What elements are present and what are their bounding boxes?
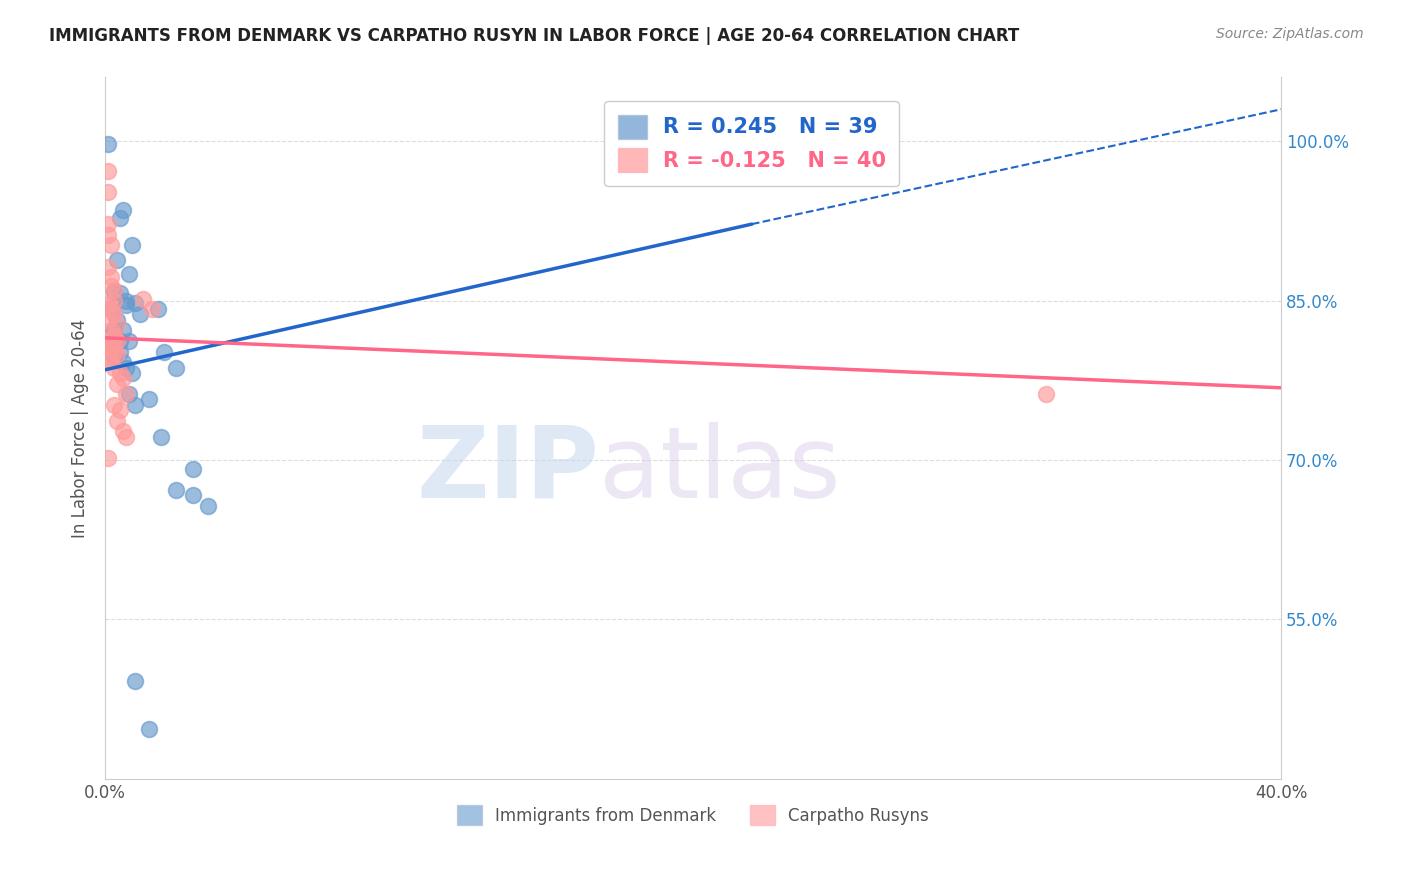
Point bbox=[103, 336, 125, 351]
Point bbox=[103, 293, 125, 308]
Point bbox=[100, 238, 122, 252]
Point bbox=[103, 328, 125, 343]
Point bbox=[111, 371, 134, 385]
Point bbox=[100, 355, 122, 369]
Point bbox=[108, 403, 131, 417]
Point bbox=[124, 295, 146, 310]
Text: ZIP: ZIP bbox=[416, 422, 599, 519]
Point bbox=[103, 323, 125, 337]
Legend: Immigrants from Denmark, Carpatho Rusyns: Immigrants from Denmark, Carpatho Rusyns bbox=[449, 797, 938, 834]
Point bbox=[1035, 387, 1057, 401]
Point bbox=[146, 302, 169, 317]
Point bbox=[111, 425, 134, 439]
Point bbox=[103, 285, 125, 300]
Point bbox=[105, 253, 128, 268]
Point bbox=[97, 217, 120, 231]
Point bbox=[100, 332, 122, 346]
Point bbox=[183, 461, 205, 475]
Point bbox=[114, 360, 136, 375]
Point bbox=[105, 414, 128, 428]
Y-axis label: In Labor Force | Age 20-64: In Labor Force | Age 20-64 bbox=[72, 318, 89, 538]
Point bbox=[118, 334, 141, 348]
Point bbox=[100, 278, 122, 293]
Point bbox=[100, 344, 122, 359]
Point bbox=[141, 302, 163, 317]
Point bbox=[197, 499, 219, 513]
Point bbox=[97, 297, 120, 311]
Point bbox=[114, 293, 136, 308]
Point bbox=[108, 344, 131, 359]
Point bbox=[100, 323, 122, 337]
Point bbox=[105, 318, 128, 332]
Point bbox=[108, 286, 131, 301]
Text: IMMIGRANTS FROM DENMARK VS CARPATHO RUSYN IN LABOR FORCE | AGE 20-64 CORRELATION: IMMIGRANTS FROM DENMARK VS CARPATHO RUSY… bbox=[49, 27, 1019, 45]
Point bbox=[100, 327, 122, 342]
Point bbox=[105, 312, 128, 326]
Point bbox=[97, 137, 120, 152]
Point bbox=[114, 430, 136, 444]
Point bbox=[103, 350, 125, 364]
Text: Source: ZipAtlas.com: Source: ZipAtlas.com bbox=[1216, 27, 1364, 41]
Point bbox=[103, 360, 125, 375]
Point bbox=[103, 308, 125, 322]
Point bbox=[150, 430, 173, 444]
Point bbox=[103, 283, 125, 297]
Point bbox=[105, 376, 128, 391]
Point bbox=[97, 260, 120, 274]
Point bbox=[114, 298, 136, 312]
Point bbox=[121, 238, 143, 252]
Point bbox=[118, 387, 141, 401]
Point bbox=[105, 347, 128, 361]
Point bbox=[121, 366, 143, 380]
Point bbox=[103, 398, 125, 412]
Point bbox=[124, 398, 146, 412]
Point bbox=[114, 387, 136, 401]
Point bbox=[138, 722, 160, 736]
Point bbox=[97, 450, 120, 465]
Point bbox=[97, 186, 120, 200]
Point bbox=[118, 267, 141, 281]
Point bbox=[97, 312, 120, 326]
Point bbox=[103, 334, 125, 348]
Point bbox=[132, 292, 155, 306]
Point bbox=[97, 227, 120, 242]
Point bbox=[108, 334, 131, 348]
Point bbox=[165, 360, 187, 375]
Point bbox=[111, 323, 134, 337]
Point bbox=[108, 211, 131, 225]
Point bbox=[97, 339, 120, 353]
Point bbox=[124, 674, 146, 689]
Point bbox=[97, 164, 120, 178]
Point bbox=[138, 392, 160, 407]
Point bbox=[103, 344, 125, 359]
Point bbox=[111, 355, 134, 369]
Point bbox=[111, 203, 134, 218]
Text: atlas: atlas bbox=[599, 422, 841, 519]
Point bbox=[100, 343, 122, 357]
Point bbox=[129, 308, 152, 322]
Point bbox=[153, 344, 176, 359]
Point bbox=[105, 334, 128, 348]
Point bbox=[100, 270, 122, 285]
Point bbox=[183, 488, 205, 502]
Point bbox=[97, 350, 120, 364]
Point bbox=[165, 483, 187, 497]
Point bbox=[108, 366, 131, 380]
Point bbox=[100, 302, 122, 317]
Point bbox=[100, 302, 122, 317]
